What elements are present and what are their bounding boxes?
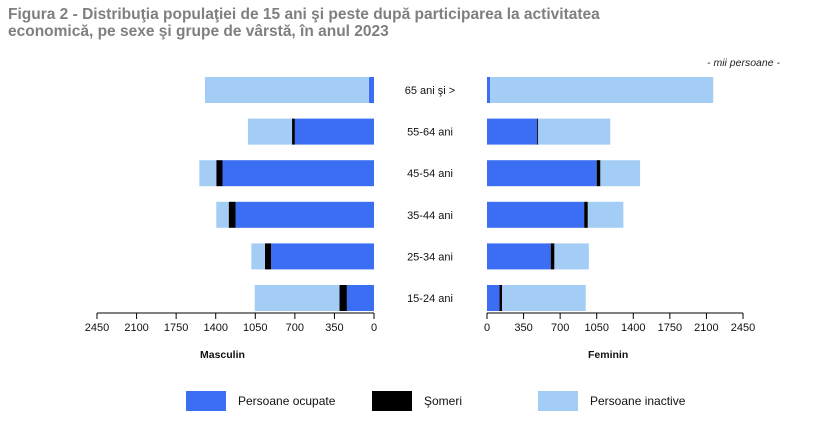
tick-label-feminin-1750: 1750 bbox=[658, 322, 682, 334]
bar-feminin-persoane-ocupate-55-64-ani bbox=[487, 118, 538, 145]
tick-label-feminin-1050: 1050 bbox=[584, 322, 608, 334]
tick-label-masculin-350: 350 bbox=[325, 322, 343, 334]
bar-feminin-omeri-45-54-ani bbox=[596, 160, 601, 187]
bar-feminin-omeri-25-34-ani bbox=[550, 243, 555, 270]
tick-label-feminin-700: 700 bbox=[551, 322, 569, 334]
bar-masculin-persoane-ocupate-65-ani-i bbox=[368, 77, 374, 103]
bar-feminin-persoane-inactive-45-54-ani bbox=[600, 160, 641, 187]
bar-feminin-persoane-inactive-55-64-ani bbox=[538, 118, 611, 145]
legend-item-inactive: Persoane inactive bbox=[538, 390, 685, 412]
legend-swatch-someri bbox=[372, 391, 412, 411]
legend-label-someri: Şomeri bbox=[424, 394, 463, 408]
tick-label-masculin-1050: 1050 bbox=[243, 322, 267, 334]
category-label-25-34-ani: 25-34 ani bbox=[407, 251, 453, 263]
unit-label: - mii persoane - bbox=[707, 57, 780, 69]
tick-label-feminin-2100: 2100 bbox=[694, 322, 718, 334]
bar-feminin-persoane-ocupate-45-54-ani bbox=[487, 160, 597, 187]
legend-label-inactive: Persoane inactive bbox=[590, 394, 686, 408]
bar-masculin-persoane-inactive-65-ani-i bbox=[204, 77, 369, 103]
bar-masculin-persoane-ocupate-15-24-ani bbox=[346, 285, 374, 311]
bar-feminin-persoane-ocupate-35-44-ani bbox=[487, 201, 585, 228]
chart-legend: Persoane ocupate Şomeri Persoane inactiv… bbox=[0, 390, 828, 412]
bar-feminin-omeri-15-24-ani bbox=[499, 285, 503, 311]
bar-masculin-persoane-inactive-25-34-ani bbox=[251, 243, 265, 270]
tick-label-feminin-1400: 1400 bbox=[621, 322, 645, 334]
tick-label-masculin-1400: 1400 bbox=[203, 322, 227, 334]
bar-feminin-persoane-ocupate-15-24-ani bbox=[487, 285, 500, 311]
tick-label-feminin-350: 350 bbox=[514, 322, 532, 334]
legend-item-someri: Şomeri bbox=[372, 390, 462, 412]
tick-label-masculin-0: 0 bbox=[371, 322, 377, 334]
legend-label-ocupate: Persoane ocupate bbox=[238, 394, 336, 408]
tick-label-masculin-2450: 2450 bbox=[85, 322, 109, 334]
bar-masculin-persoane-inactive-15-24-ani bbox=[254, 285, 340, 311]
category-label-65-ani-i: 65 ani şi > bbox=[405, 85, 455, 97]
tick-label-masculin-1750: 1750 bbox=[164, 322, 188, 334]
chart-title-line-2: economică, pe sexe şi grupe de vârstă, î… bbox=[8, 23, 389, 40]
bar-feminin-persoane-inactive-65-ani-i bbox=[490, 77, 714, 103]
bar-masculin-persoane-inactive-55-64-ani bbox=[247, 118, 293, 145]
bar-feminin-persoane-inactive-15-24-ani bbox=[502, 285, 586, 311]
legend-swatch-inactive bbox=[538, 391, 578, 411]
bar-feminin-persoane-ocupate-25-34-ani bbox=[487, 243, 551, 270]
category-label-15-24-ani: 15-24 ani bbox=[407, 293, 453, 305]
bar-masculin-omeri-35-44-ani bbox=[228, 201, 236, 228]
axis-label-masculin: Masculin bbox=[200, 349, 245, 361]
category-label-45-54-ani: 45-54 ani bbox=[407, 168, 453, 180]
category-label-35-44-ani: 35-44 ani bbox=[407, 210, 453, 222]
bar-masculin-persoane-ocupate-55-64-ani bbox=[294, 118, 374, 145]
tick-label-masculin-2100: 2100 bbox=[124, 322, 148, 334]
category-label-55-64-ani: 55-64 ani bbox=[407, 127, 453, 139]
population-pyramid-chart: 65 ani şi > 55-64 ani 45-54 ani 35-44 ani 25… bbox=[85, 77, 755, 361]
bar-masculin-persoane-inactive-35-44-ani bbox=[216, 201, 229, 228]
bar-masculin-omeri-55-64-ani bbox=[292, 118, 295, 145]
bar-feminin-omeri-55-64-ani bbox=[537, 118, 539, 145]
bar-masculin-persoane-inactive-45-54-ani bbox=[199, 160, 217, 187]
legend-swatch-ocupate bbox=[186, 391, 226, 411]
bar-feminin-persoane-inactive-25-34-ani bbox=[554, 243, 589, 270]
bar-feminin-omeri-35-44-ani bbox=[584, 201, 588, 228]
tick-label-masculin-700: 700 bbox=[286, 322, 304, 334]
bar-feminin-persoane-inactive-35-44-ani bbox=[587, 201, 624, 228]
bar-masculin-persoane-ocupate-35-44-ani bbox=[235, 201, 374, 228]
tick-label-feminin-0: 0 bbox=[484, 322, 490, 334]
tick-label-feminin-2450: 2450 bbox=[731, 322, 755, 334]
chart-title: Figura 2 - Distribuţia populaţiei de 15 … bbox=[8, 6, 788, 40]
bar-feminin-persoane-ocupate-65-ani-i bbox=[487, 77, 491, 103]
chart-title-line-1: Figura 2 - Distribuţia populaţiei de 15 … bbox=[8, 6, 600, 23]
bar-masculin-omeri-15-24-ani bbox=[339, 285, 347, 311]
bar-masculin-omeri-45-54-ani bbox=[216, 160, 223, 187]
legend-item-ocupate: Persoane ocupate bbox=[186, 390, 335, 412]
bar-masculin-persoane-ocupate-45-54-ani bbox=[222, 160, 374, 187]
bar-masculin-persoane-ocupate-25-34-ani bbox=[271, 243, 374, 270]
bar-masculin-omeri-25-34-ani bbox=[264, 243, 272, 270]
axis-label-feminin: Feminin bbox=[588, 349, 628, 361]
